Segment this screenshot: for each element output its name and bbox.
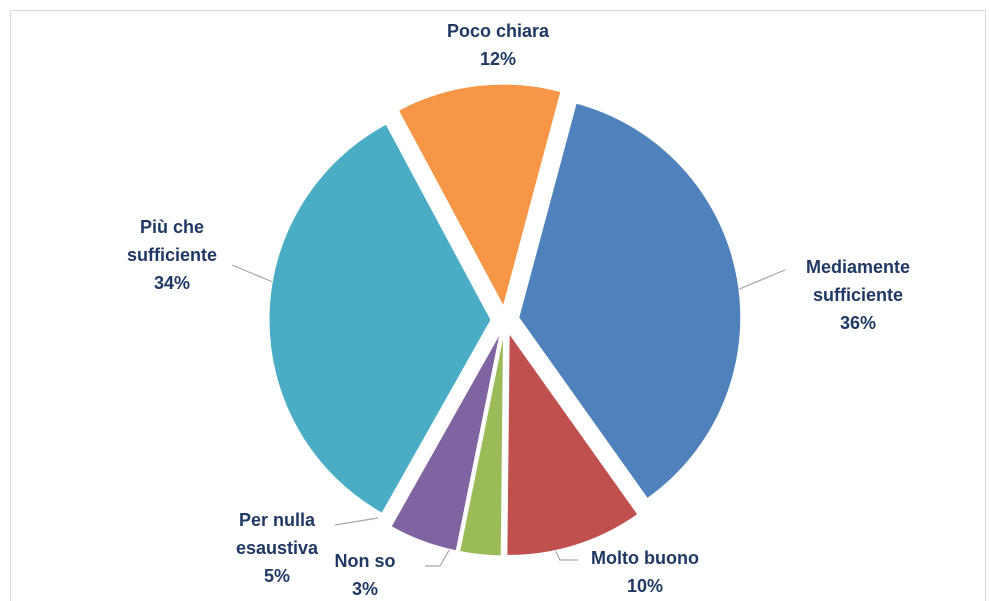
category-label: Molto buono xyxy=(591,548,699,568)
leader-line xyxy=(736,269,786,291)
chart-frame xyxy=(10,10,986,601)
data-label: Poco chiara 12% xyxy=(398,17,598,73)
value-label: 12% xyxy=(479,49,517,69)
category-label: Poco chiara xyxy=(446,21,550,41)
data-label: Non so 3% xyxy=(315,547,415,601)
category-label: Per nulla esaustiva xyxy=(235,510,319,558)
value-label: 10% xyxy=(626,576,664,596)
pie-slice xyxy=(397,83,562,308)
pie-slice xyxy=(459,333,505,557)
pie-slice xyxy=(268,123,492,514)
category-label: Mediamente sufficiente xyxy=(805,257,911,305)
data-label: Per nulla esaustiva 5% xyxy=(212,506,342,590)
leader-line xyxy=(231,264,276,284)
value-label: 36% xyxy=(839,313,877,333)
value-label: 3% xyxy=(351,579,378,599)
value-label: 5% xyxy=(263,566,290,586)
pie-slice xyxy=(506,331,639,556)
data-label: Mediamente sufficiente 36% xyxy=(783,253,933,337)
data-label: Più che sufficiente 34% xyxy=(112,213,232,297)
category-label: Più che sufficiente xyxy=(126,217,218,265)
pie-slice xyxy=(518,102,742,500)
value-label: 34% xyxy=(153,273,191,293)
data-label: Molto buono 10% xyxy=(545,544,745,600)
leader-line xyxy=(334,517,379,526)
category-label: Non so xyxy=(334,551,396,571)
pie-slice xyxy=(390,332,501,552)
